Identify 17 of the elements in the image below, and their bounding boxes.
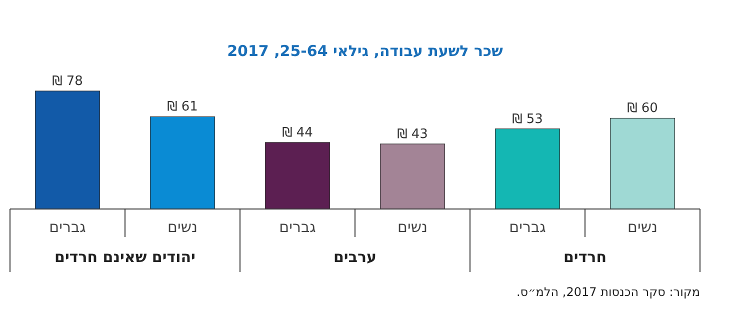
chart-title: שכר לשעת עבודה, גילאי 25-64, 2017: [227, 42, 504, 60]
x-tick-label: גברים: [49, 218, 86, 236]
x-tick-label: גברים: [509, 218, 546, 236]
text: יהודים שאינם חרדים: [54, 248, 196, 266]
data-label: 43 ₪: [397, 126, 428, 142]
text: חרדים: [563, 248, 607, 266]
data-label: 61 ₪: [167, 100, 198, 115]
x-tick-label: נשים: [398, 218, 428, 236]
text: מקור: סקר הכנסות 2017, הלמ״ס.: [516, 285, 700, 299]
data-label: 78 ₪: [52, 74, 83, 89]
data-label: 44 ₪: [282, 125, 313, 140]
x-tick-label: נשים: [168, 218, 198, 236]
data-label: 53 ₪: [512, 112, 543, 127]
data-label: 60 ₪: [627, 101, 658, 116]
text: ערבים: [333, 248, 377, 266]
x-tick-label: נשים: [628, 218, 658, 236]
x-tick-label: גברים: [279, 218, 316, 236]
